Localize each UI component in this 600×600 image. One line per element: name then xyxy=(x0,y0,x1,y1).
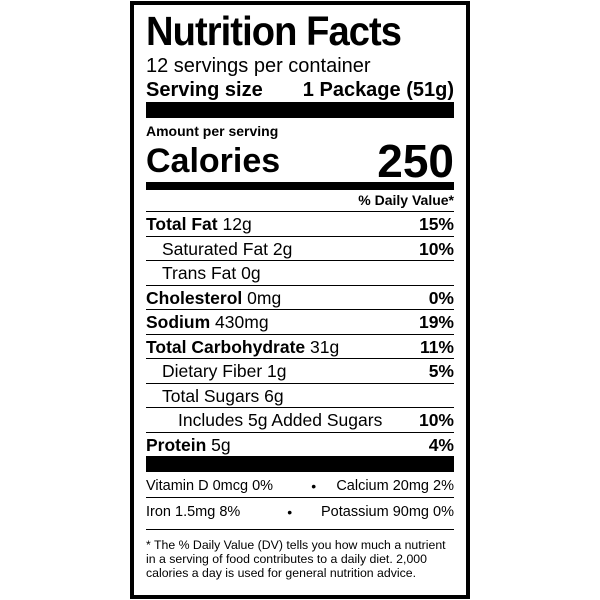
daily-value: 10% xyxy=(418,410,454,430)
nutrient-name: Trans Fat xyxy=(162,263,237,283)
daily-value: 0% xyxy=(428,287,454,308)
nutrient: Dietary Fiber 1g xyxy=(162,359,287,383)
nutrient-name: Total Sugars xyxy=(162,385,260,406)
nutrient-amount: 12g xyxy=(222,214,252,234)
calories-label: Calories xyxy=(146,141,281,180)
nutrient-list: Total Fat 12g 15% Saturated Fat 2g 10% Trans… xyxy=(146,212,454,456)
daily-value: 5% xyxy=(428,361,454,381)
nutrient-amount: 5g xyxy=(211,434,231,455)
nutrient: Saturated Fat 2g xyxy=(162,237,292,261)
nutrient-name: Includes 5g Added Sugars xyxy=(178,410,383,430)
vitamin-list: Vitamin D 0mcg 0% • Calcium 20mg 2% Iron 1.… xyxy=(146,472,454,523)
nutrient: Total Fat 12g xyxy=(146,212,252,236)
daily-value: 11% xyxy=(419,336,454,357)
vitamin-row: Iron 1.5mg 8% • Potassium 90mg 0% xyxy=(146,498,454,523)
vitamin: Iron 1.5mg 8% xyxy=(146,504,241,520)
nutrient: Total Sugars 6g xyxy=(162,384,284,408)
nutrient-amount: 2g xyxy=(272,238,293,259)
vitamin: Potassium 90mg 0% xyxy=(321,504,454,520)
nutrient-row: Protein 5g 4% xyxy=(146,433,454,457)
vitamin-row: Vitamin D 0mcg 0% • Calcium 20mg 2% xyxy=(146,472,454,498)
daily-value: 4% xyxy=(428,434,454,455)
nutrient-name: Protein xyxy=(146,434,207,455)
nutrient-row: Saturated Fat 2g 10% xyxy=(146,237,454,261)
divider xyxy=(146,182,454,190)
divider xyxy=(146,523,454,530)
calories-value: 250 xyxy=(377,135,454,187)
servings: 12 servings per container xyxy=(146,55,371,77)
bullet: • xyxy=(311,478,317,494)
nutrient-amount: 1g xyxy=(267,361,287,381)
bullet: • xyxy=(287,504,293,520)
serving-size-label: Serving size xyxy=(146,79,263,101)
calories-row: Calories 250 xyxy=(146,135,454,187)
nutrient-row: Trans Fat 0g xyxy=(146,261,454,286)
amount-per-serving: Amount per serving xyxy=(146,123,279,139)
nutrient-row: Sodium 430mg 19% xyxy=(146,310,454,335)
label-content: Nutrition Facts 12 servings per containe… xyxy=(146,5,454,595)
nutrient-row: Includes 5g Added Sugars 10% xyxy=(146,408,454,433)
nutrient: Sodium 430mg xyxy=(146,310,269,334)
nutrient-amount: 31g xyxy=(310,336,340,357)
nutrient-row: Total Fat 12g 15% xyxy=(146,212,454,237)
vitamin: Calcium 20mg 2% xyxy=(336,478,454,494)
nutrient-amount: 6g xyxy=(264,385,284,406)
nutrient-name: Total Carbohydrate xyxy=(146,336,306,357)
nutrient: Total Carbohydrate 31g xyxy=(146,335,339,359)
nutrient: Includes 5g Added Sugars xyxy=(178,408,382,432)
divider xyxy=(146,456,454,472)
nutrient-row: Total Carbohydrate 31g 11% xyxy=(146,335,454,359)
nutrient-name: Dietary Fiber xyxy=(162,361,263,381)
daily-value: 15% xyxy=(418,214,454,234)
daily-value-header: % Daily Value* xyxy=(146,190,454,212)
nutrient: Protein 5g xyxy=(146,433,231,457)
daily-value: 10% xyxy=(418,238,454,259)
nutrient-name: Cholesterol xyxy=(146,287,243,308)
nutrient-amount: 0g xyxy=(241,263,261,283)
daily-value: 19% xyxy=(418,312,454,332)
title: Nutrition Facts xyxy=(146,8,402,54)
nutrient: Cholesterol 0mg xyxy=(146,286,281,310)
nutrient-name: Sodium xyxy=(146,312,211,332)
nutrient-row: Total Sugars 6g xyxy=(146,384,454,408)
nutrient-name: Total Fat xyxy=(146,214,218,234)
serving-size-value: 1 Package (51g) xyxy=(302,79,454,101)
nutrition-label: Nutrition Facts 12 servings per containe… xyxy=(130,1,470,599)
nutrient-amount: 430mg xyxy=(215,312,269,332)
footnote: * The % Daily Value (DV) tells you how m… xyxy=(146,538,446,580)
nutrient-name: Saturated Fat xyxy=(162,238,269,259)
nutrient-amount: 0mg xyxy=(247,287,282,308)
divider xyxy=(146,102,454,118)
nutrient-row: Dietary Fiber 1g 5% xyxy=(146,359,454,384)
vitamin: Vitamin D 0mcg 0% xyxy=(146,478,274,494)
nutrient-row: Cholesterol 0mg 0% xyxy=(146,286,454,310)
nutrient: Trans Fat 0g xyxy=(162,261,261,285)
serving-size: Serving size 1 Package (51g) xyxy=(146,78,454,102)
